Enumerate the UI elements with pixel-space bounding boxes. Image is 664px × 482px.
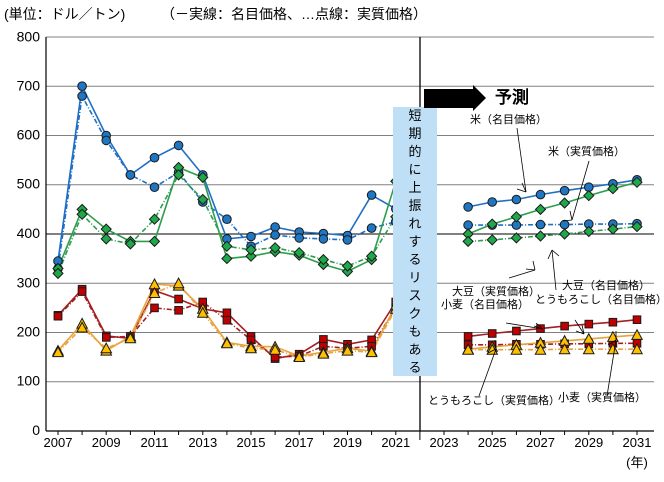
svg-text:あ: あ	[408, 342, 421, 357]
svg-text:期: 期	[408, 126, 421, 141]
svg-text:も: も	[408, 324, 421, 339]
svg-text:2031: 2031	[623, 435, 652, 450]
svg-text:2029: 2029	[574, 435, 603, 450]
svg-text:(年): (年)	[626, 455, 648, 470]
svg-text:400: 400	[17, 225, 41, 241]
svg-text:2015: 2015	[237, 435, 266, 450]
svg-text:す: す	[408, 234, 421, 249]
svg-text:200: 200	[17, 324, 41, 340]
svg-text:的: 的	[408, 144, 421, 159]
svg-text:2007: 2007	[44, 435, 73, 450]
svg-text:リ: リ	[408, 270, 421, 285]
svg-text:大豆（名目価格）: 大豆（名目価格）	[562, 278, 650, 292]
svg-text:ク: ク	[408, 306, 421, 321]
svg-text:2013: 2013	[188, 435, 217, 450]
svg-text:2023: 2023	[430, 435, 459, 450]
svg-text:に: に	[408, 162, 421, 177]
svg-text:予測: 予測	[495, 87, 529, 107]
svg-text:700: 700	[17, 78, 41, 94]
svg-text:大豆（実質価格）: 大豆（実質価格）	[452, 284, 540, 298]
svg-text:2021: 2021	[381, 435, 410, 450]
svg-text:米（実質価格）: 米（実質価格）	[548, 144, 625, 158]
svg-text:300: 300	[17, 275, 41, 291]
svg-text:500: 500	[17, 176, 41, 192]
svg-text:る: る	[408, 360, 421, 375]
svg-text:振: 振	[408, 198, 421, 213]
svg-text:2027: 2027	[526, 435, 555, 450]
svg-text:とうもろこし（実質価格）: とうもろこし（実質価格）	[428, 393, 560, 407]
svg-text:小麦（名目価格）: 小麦（名目価格）	[441, 297, 529, 311]
svg-text:れ: れ	[408, 216, 421, 231]
svg-text:上: 上	[408, 180, 421, 195]
svg-text:2017: 2017	[285, 435, 314, 450]
svg-text:2019: 2019	[333, 435, 362, 450]
svg-text:800: 800	[17, 29, 41, 45]
svg-text:ス: ス	[408, 288, 421, 303]
svg-text:とうもろこし（名目価格）: とうもろこし（名目価格）	[535, 292, 664, 306]
svg-text:2011: 2011	[141, 435, 169, 450]
svg-text:小麦（実質価格）: 小麦（実質価格）	[558, 390, 646, 404]
svg-text:短: 短	[408, 108, 421, 123]
svg-text:2009: 2009	[92, 435, 121, 450]
svg-text:る: る	[408, 252, 421, 267]
svg-text:米（名目価格）: 米（名目価格）	[470, 112, 547, 126]
svg-text:100: 100	[17, 373, 41, 389]
svg-text:2025: 2025	[478, 435, 507, 450]
svg-text:600: 600	[17, 127, 41, 143]
svg-text:0: 0	[32, 422, 40, 438]
